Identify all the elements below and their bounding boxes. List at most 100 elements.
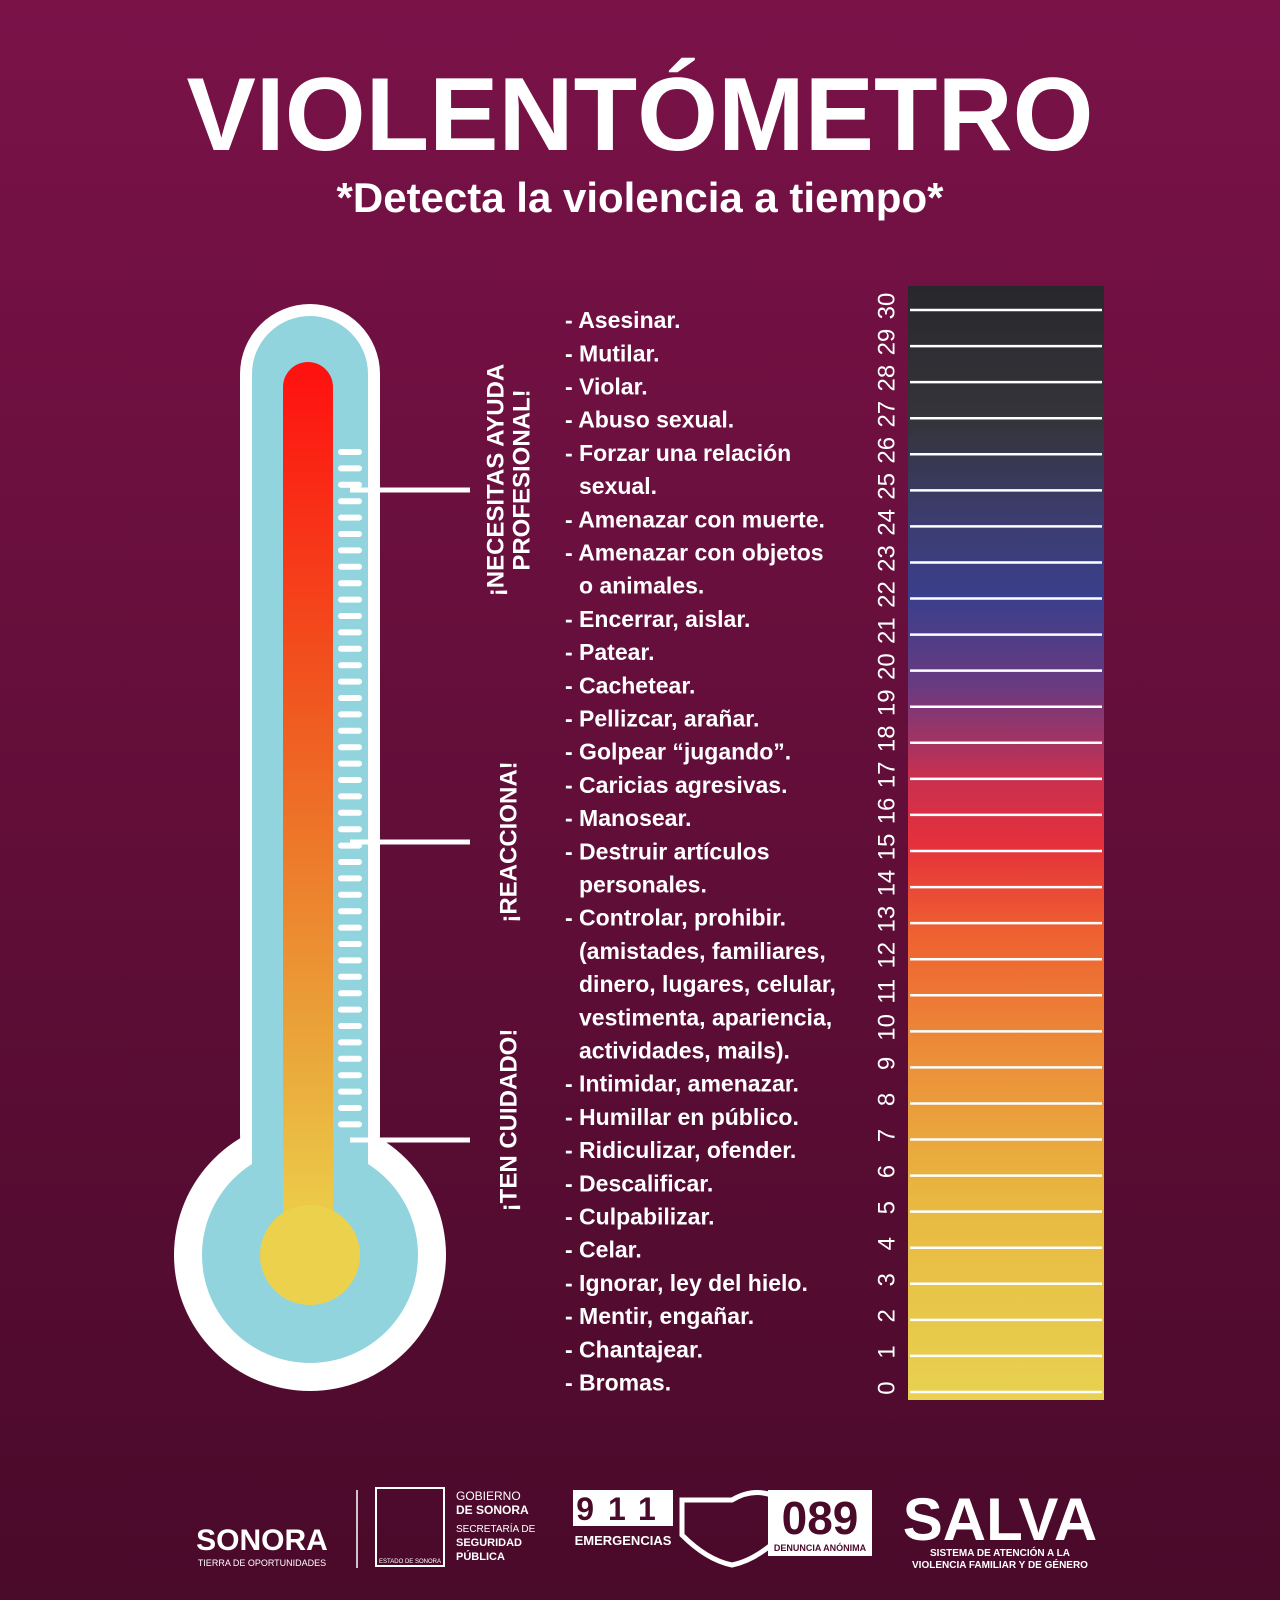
stage-label: ¡NECESITAS AYUDA	[482, 364, 509, 596]
item-text: (amistades, familiares,	[579, 938, 826, 964]
item-text: - Ignorar, ley del hielo.	[565, 1270, 808, 1296]
logo-text: PÚBLICA	[456, 1550, 505, 1563]
tick-bar	[338, 1088, 362, 1095]
scale-number: 26	[873, 437, 900, 464]
item-text: - Mutilar.	[565, 340, 660, 366]
tick-bar	[338, 973, 362, 980]
scale-number: 6	[873, 1165, 900, 1178]
subtitle: *Detecta la violencia a tiempo*	[337, 174, 945, 221]
item-text: - Celar.	[565, 1237, 642, 1263]
item-text: - Descalificar.	[565, 1170, 713, 1196]
tick-bar	[338, 990, 362, 997]
item-text: - Golpear “jugando”.	[565, 739, 791, 765]
scale-number: 0	[873, 1381, 900, 1394]
tick-bar	[338, 531, 362, 537]
title: VIOLENTÓMETRO	[186, 57, 1093, 173]
scale-number: 17	[873, 762, 900, 789]
tick-bar	[338, 449, 362, 455]
item-text: - Culpabilizar.	[565, 1203, 715, 1229]
thermometer	[174, 304, 470, 1391]
tick-bar	[338, 465, 362, 472]
item-text: - Destruir artículos	[565, 838, 770, 864]
tick-bar	[338, 662, 362, 669]
tick-bar	[338, 875, 362, 882]
footer: SONORA TIERRA DE OPORTUNIDADES ESTADO DE…	[196, 1486, 1097, 1571]
tick-bar	[338, 596, 362, 603]
tick-bar	[338, 613, 362, 619]
item-text: - Intimidar, amenazar.	[565, 1071, 799, 1097]
tick-bar	[338, 924, 362, 931]
scale-number: 7	[873, 1129, 900, 1142]
logo-text: EMERGENCIAS	[575, 1533, 672, 1548]
item-text: actividades, mails).	[579, 1037, 790, 1063]
stage-label: PROFESIONAL!	[508, 389, 535, 570]
scale-number: 10	[873, 1014, 900, 1041]
tick-bar	[338, 1055, 362, 1062]
item-text: - Abuso sexual.	[565, 407, 734, 433]
tick-bar	[338, 826, 362, 833]
tick-bar	[338, 809, 362, 816]
logo-text: SONORA	[196, 1524, 328, 1557]
scale-number: 30	[873, 293, 900, 320]
logo-text: SECRETARÍA DE	[456, 1522, 536, 1535]
item-text: - Cachetear.	[565, 672, 695, 698]
tick-bar	[338, 859, 362, 865]
item-text: - Humillar en público.	[565, 1104, 799, 1130]
logo-text: GOBIERNO	[456, 1489, 521, 1503]
item-text: - Encerrar, aislar.	[565, 606, 750, 632]
tick-bar	[338, 629, 362, 636]
scale-number: 19	[873, 689, 900, 716]
color-bar	[908, 286, 1104, 1400]
item-text: - Patear.	[565, 639, 655, 665]
item-text: - Ridiculizar, ofender.	[565, 1137, 796, 1163]
tick-bar	[338, 1105, 362, 1111]
scale-number: 12	[873, 942, 900, 969]
scale-number: 13	[873, 906, 900, 933]
tick-bar	[338, 891, 362, 898]
tick-bar	[338, 1023, 362, 1029]
logo-text: TIERRA DE OPORTUNIDADES	[198, 1558, 326, 1568]
item-text: sexual.	[579, 473, 657, 499]
logo-text: ESTADO DE SONORA	[379, 1559, 441, 1565]
scale-number: 27	[873, 401, 900, 428]
scale-number: 23	[873, 545, 900, 572]
logo-text: VIOLENCIA FAMILIAR Y DE GÉNERO	[912, 1558, 1088, 1571]
scale-number: 25	[873, 473, 900, 500]
scale-number: 4	[873, 1237, 900, 1250]
logo-text: DE SONORA	[456, 1503, 529, 1517]
scale-number: 20	[873, 653, 900, 680]
logo-text: 911	[576, 1491, 670, 1527]
item-text: - Amenazar con objetos	[565, 539, 824, 565]
item-text: - Amenazar con muerte.	[565, 506, 825, 532]
item-text: vestimenta, apariencia,	[579, 1004, 832, 1030]
tick-bar	[338, 678, 362, 685]
item-text: - Manosear.	[565, 805, 692, 831]
item-text: - Caricias agresivas.	[565, 772, 787, 798]
tick-bar	[338, 563, 362, 570]
tick-bar	[338, 793, 362, 800]
tick-bar	[338, 580, 362, 587]
tick-bar	[338, 760, 362, 767]
item-text: o animales.	[579, 573, 704, 599]
scale-number: 21	[873, 617, 900, 644]
tick-bar	[338, 908, 362, 915]
tick-bar	[338, 711, 362, 718]
item-text: dinero, lugares, celular,	[579, 971, 836, 997]
item-text: - Mentir, engañar.	[565, 1303, 754, 1329]
logo-text: 089	[782, 1492, 859, 1544]
scale-number: 15	[873, 834, 900, 861]
tick-bar	[338, 1039, 362, 1046]
tick-bar	[338, 645, 362, 652]
item-text: personales.	[579, 871, 707, 897]
scale-number: 11	[873, 979, 900, 1004]
tick-bar	[338, 1072, 362, 1079]
scale-number: 28	[873, 365, 900, 392]
logo-text: DENUNCIA ANÓNIMA	[774, 1542, 867, 1553]
scale-number: 22	[873, 581, 900, 608]
stage-label: ¡REACCIONA!	[495, 761, 522, 922]
scale-number: 29	[873, 329, 900, 356]
tick-bar	[338, 777, 362, 783]
tick-bar	[338, 1121, 362, 1128]
